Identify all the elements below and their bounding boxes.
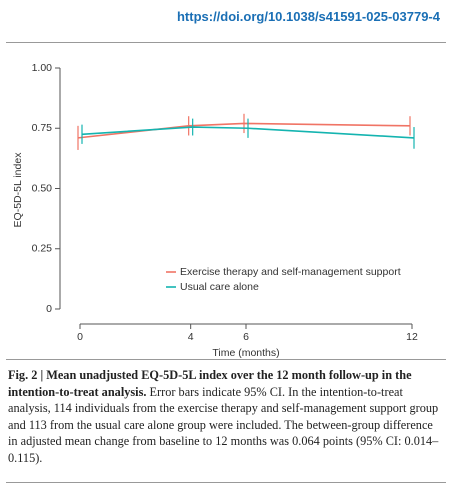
- rule: [6, 482, 446, 483]
- rule: [6, 359, 446, 360]
- chart: EQ-5D-5L index Time (months) 0 0.25 0.50 0.…: [12, 62, 418, 358]
- y-tick-label: 0.50: [32, 182, 53, 194]
- y-axis-label: EQ-5D-5L index: [12, 152, 24, 228]
- x-tick-label: 4: [188, 331, 194, 343]
- x-tick-label: 0: [77, 331, 83, 343]
- y-tick-label: 1.00: [32, 62, 53, 74]
- x-axis-label: Time (months): [212, 347, 279, 358]
- data-line: [81, 126, 415, 139]
- legend-label: Usual care alone: [180, 281, 259, 293]
- caption-text: Error bars indicate 95% CI. In the inten…: [8, 384, 439, 465]
- y-tick-label: 0.25: [32, 243, 53, 255]
- doi-link[interactable]: https://doi.org/10.1038/s41591-025-03779…: [176, 9, 440, 24]
- x-tick-label: 12: [406, 331, 418, 343]
- y-tick-label: 0.75: [32, 122, 53, 134]
- x-tick-label: 6: [243, 331, 249, 343]
- caption: Fig. 2 | Mean unadjusted EQ-5D-5L index …: [8, 367, 444, 467]
- data-line: [77, 122, 411, 139]
- y-tick-label: 0: [46, 303, 52, 315]
- caption-title: Mean unadjusted EQ-5D-5L index over the …: [8, 368, 412, 399]
- legend-label: Exercise therapy and self-management sup…: [180, 266, 401, 278]
- rule: [6, 42, 446, 43]
- caption-label: Fig. 2 |: [8, 368, 44, 382]
